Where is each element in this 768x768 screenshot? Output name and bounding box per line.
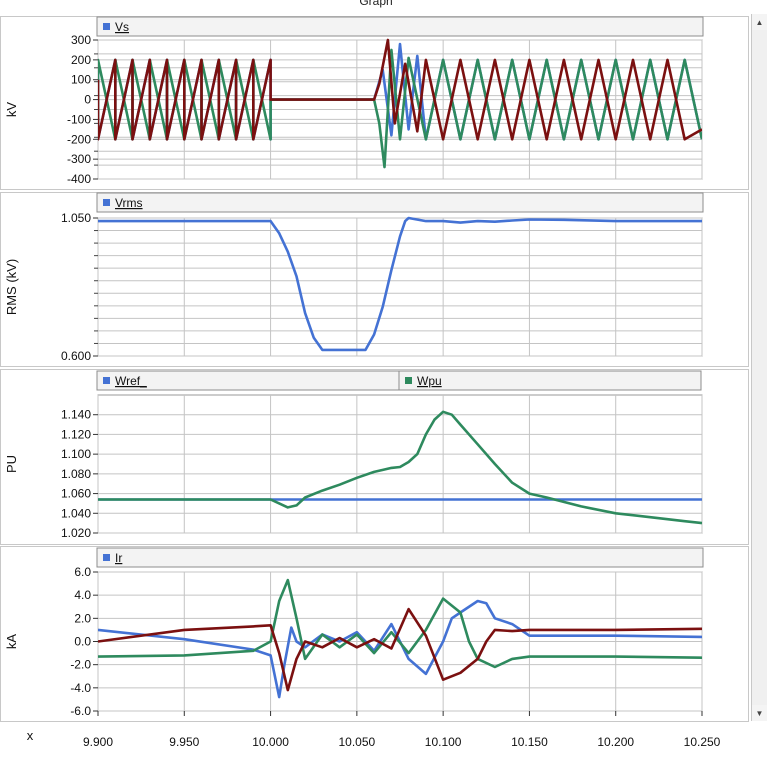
y-tick-label: 0.600	[61, 349, 91, 363]
x-axis-label: x	[27, 728, 34, 743]
y-tick-label: 2.0	[74, 611, 91, 625]
y-tick-label: 1.020	[61, 526, 91, 540]
series-line-3	[98, 38, 702, 141]
series-line-2	[98, 410, 702, 525]
y-axis-label: PU	[4, 455, 19, 473]
y-tick-label: 1.060	[61, 487, 91, 501]
y-axis-label: kV	[4, 102, 19, 118]
legend: Wref_ Wpu	[96, 370, 702, 391]
y-axis-label: kA	[4, 634, 19, 650]
legend-label: Wref_	[115, 374, 147, 388]
scroll-up-arrow-icon[interactable]: ▲	[752, 14, 767, 30]
grid	[93, 395, 703, 534]
x-tick-label: 10.100	[425, 735, 462, 749]
y-tick-label: -400	[67, 172, 91, 186]
x-tick-label: 10.250	[684, 735, 721, 749]
y-tick-label: -6.0	[70, 704, 91, 718]
x-tick-label: 10.200	[597, 735, 634, 749]
legend-swatch	[103, 23, 110, 30]
series-line-1	[98, 599, 702, 699]
scroll-down-arrow-icon[interactable]: ▼	[752, 705, 767, 721]
y-tick-label: -100	[67, 112, 91, 126]
series-line-3	[98, 607, 702, 692]
x-axis: x 9.900 9.950 10.000 10.050 10.100 10.150 10.20…	[27, 711, 721, 749]
y-tick-label: 0	[84, 93, 91, 107]
legend-label: Wpu	[417, 374, 442, 388]
y-tick-label: 1.120	[61, 427, 91, 441]
y-tick-label: 100	[71, 73, 91, 87]
legend-tab	[96, 16, 704, 37]
legend-swatch	[103, 377, 110, 384]
y-tick-label: 300	[71, 33, 91, 47]
y-tick-label: 0.0	[74, 635, 91, 649]
legend-tab	[96, 192, 704, 213]
x-tick-label: 9.950	[169, 735, 199, 749]
x-tick-label: 10.000	[252, 735, 289, 749]
y-tick-label: 1.100	[61, 447, 91, 461]
legend: Ir	[96, 547, 704, 568]
legend-tab	[398, 370, 702, 391]
graph-canvas: Vs 300 200 100 0 -100 -200 -300 -400 kV Vrms 1.050 0…	[0, 16, 749, 749]
legend-label: Vs	[115, 20, 129, 34]
legend-tab	[96, 547, 704, 568]
legend-label: Vrms	[115, 196, 143, 210]
legend: Vs	[96, 16, 704, 37]
legend-swatch	[103, 199, 110, 206]
chart-panel-1: Vs 300 200 100 0 -100 -200 -300 -400 kV	[0, 16, 749, 190]
y-tick-label: 1.140	[61, 408, 91, 422]
chart-panel-2: Vrms 1.050 0.600 RMS (kV)	[0, 192, 749, 367]
y-tick-label: 1.050	[61, 211, 91, 225]
grid	[93, 217, 703, 357]
y-tick-label: 200	[71, 53, 91, 67]
x-tick-label: 10.150	[511, 735, 548, 749]
y-axis-label: RMS (kV)	[4, 259, 19, 315]
x-tick-label: 10.050	[339, 735, 376, 749]
legend: Vrms	[96, 192, 704, 213]
y-tick-label: -300	[67, 152, 91, 166]
y-tick-label: 4.0	[74, 588, 91, 602]
vertical-scrollbar[interactable]: ▲ ▼	[751, 14, 767, 721]
x-tick-label: 9.900	[83, 735, 113, 749]
window-title: Graph	[359, 0, 393, 8]
y-tick-label: 6.0	[74, 565, 91, 579]
y-tick-label: 1.080	[61, 467, 91, 481]
y-tick-label: 1.040	[61, 506, 91, 520]
chart-panel-3: Wref_ Wpu 1.140 1.120 1.100 1.080 1.060 1.040 1.…	[0, 369, 749, 545]
legend-swatch	[103, 554, 110, 561]
y-tick-label: -200	[67, 132, 91, 146]
chart-panel-4: Ir 6.0 4.0 2.0 0.0 -2.0 -4.0 -6.0 kA	[0, 546, 749, 722]
series-line-1	[98, 216, 702, 352]
y-tick-label: -2.0	[70, 658, 91, 672]
y-tick-label: -4.0	[70, 681, 91, 695]
legend-swatch	[405, 377, 412, 384]
legend-label: Ir	[115, 551, 122, 565]
